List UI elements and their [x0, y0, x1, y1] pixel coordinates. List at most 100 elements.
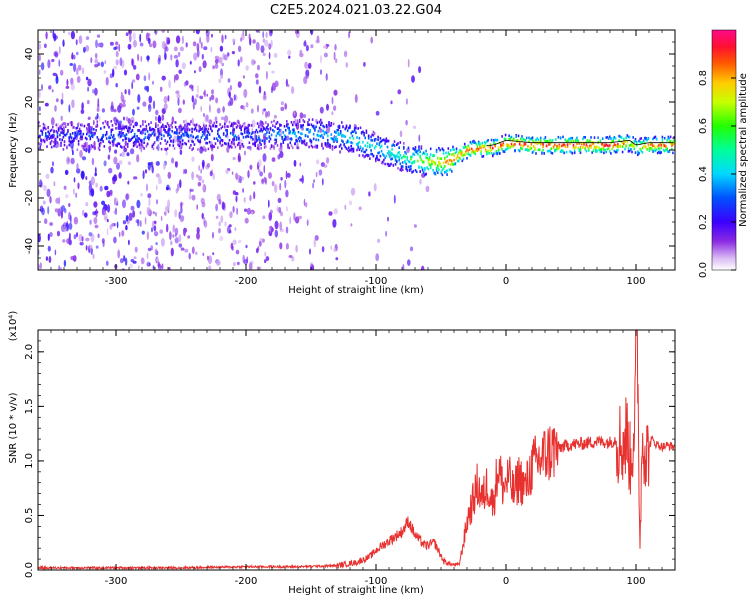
spectrogram-ridge-cell: [80, 135, 82, 138]
spectrogram-ridge-cell: [312, 137, 315, 141]
spectrogram-noise-cell: [182, 169, 185, 175]
spectrogram-ridge-cell: [555, 138, 557, 141]
spectrogram-ridge-cell: [89, 136, 92, 139]
spectrogram-ridge-cell: [548, 143, 550, 146]
spectrogram-ridge-cell: [298, 120, 301, 123]
spectrogram-ridge-cell: [405, 167, 407, 171]
spectrogram-ridge-cell: [389, 164, 391, 167]
spectrogram-noise-cell: [144, 216, 147, 225]
spectrogram-ridge-cell: [620, 140, 623, 144]
spectrogram-ridge-cell: [401, 161, 404, 164]
spectrogram-ridge-cell: [153, 133, 156, 136]
spectrogram-ridge-cell: [192, 140, 194, 144]
spectrogram-ridge-cell: [644, 136, 646, 140]
spectrogram-ridge-cell: [165, 148, 168, 152]
spectrogram-ridge-cell: [530, 142, 533, 146]
spectrogram-noise-cell: [216, 107, 221, 114]
spectrogram-ridge-cell: [425, 156, 427, 159]
spectrogram-ridge-cell: [256, 130, 259, 134]
spectrogram-noise-cell: [38, 90, 41, 99]
spectrogram-ridge-cell: [302, 140, 304, 144]
spectrogram-noise-cell: [411, 75, 415, 83]
spectrogram-ridge-cell: [200, 146, 203, 150]
spectrogram-ridge-cell: [634, 139, 637, 143]
spectrogram-noise-cell: [279, 242, 283, 250]
spectrogram-ridge-cell: [472, 140, 474, 143]
spectrogram-noise-cell: [209, 96, 212, 102]
spectrogram-noise-cell: [139, 33, 142, 43]
spectrogram-ridge-cell: [183, 126, 185, 130]
spectrogram-noise-cell: [312, 182, 314, 189]
spectrogram-ridge-cell: [73, 126, 75, 129]
spectrogram-ridge-cell: [39, 134, 41, 138]
spectrogram-ridge-cell: [111, 128, 114, 131]
spectrogram-ridge-cell: [304, 134, 307, 138]
y-tick-label: -20: [24, 190, 35, 206]
spectrogram-noise-cell: [73, 234, 77, 240]
spectrogram-ridge-cell: [329, 146, 331, 149]
spectrogram-ridge-cell: [66, 146, 68, 150]
spectrogram-ridge-cell: [383, 138, 385, 142]
spectrogram-noise-cell: [116, 162, 120, 170]
spectrogram-noise-cell: [80, 170, 85, 179]
spectrogram-ridge-cell: [199, 125, 202, 129]
spectrogram-ridge-cell: [367, 136, 370, 140]
spectrogram-noise-cell: [79, 150, 83, 158]
spectrogram-ridge-cell: [357, 127, 359, 130]
spectrogram-ridge-cell: [199, 140, 202, 144]
spectrogram-noise-cell: [93, 201, 98, 208]
spectrogram-ridge-cell: [311, 145, 314, 149]
spectrogram-ridge-cell: [130, 130, 132, 134]
spectrogram-noise-cell: [92, 211, 97, 216]
spectrogram-noise-cell: [58, 196, 61, 205]
spectrogram-ridge-cell: [166, 122, 169, 125]
spectrogram-ridge-cell: [373, 146, 376, 150]
spectrogram-ridge-cell: [296, 119, 299, 123]
spectrogram-ridge-cell: [427, 158, 430, 162]
spectrogram-ridge-cell: [366, 145, 369, 148]
spectrogram-ridge-cell: [80, 130, 82, 133]
spectrogram-ridge-cell: [45, 127, 47, 131]
spectrogram-ridge-cell: [300, 125, 302, 129]
spectrogram-ridge-cell: [421, 167, 424, 170]
spectrogram-ridge-cell: [312, 132, 315, 136]
spectrogram-ridge-cell: [639, 140, 641, 144]
spectrogram-ridge-cell: [242, 122, 245, 126]
spectrogram-ridge-cell: [572, 139, 575, 143]
spectrogram-ridge-cell: [78, 129, 81, 133]
spectrogram-ridge-cell: [569, 142, 571, 146]
spectrogram-noise-cell: [253, 181, 256, 185]
spectrogram-ridge-cell: [283, 125, 286, 128]
spectrogram-noise-cell: [335, 58, 338, 64]
spectrogram-ridge-cell: [590, 146, 592, 149]
spectrogram-noise-cell: [232, 205, 235, 213]
spectrogram-ridge-cell: [429, 164, 432, 167]
spectrogram-noise-cell: [218, 56, 223, 64]
spectrogram-ridge-cell: [424, 167, 426, 170]
spectrogram-ridge-cell: [307, 128, 309, 131]
spectrogram-noise-cell: [220, 68, 223, 77]
spectrogram-ridge-cell: [297, 130, 300, 134]
spectrogram-ridge-cell: [569, 150, 571, 153]
spectrogram-ridge-cell: [630, 143, 632, 147]
spectrogram-ridge-cell: [232, 133, 234, 136]
spectrogram-noise-cell: [206, 162, 211, 168]
spectrogram-ridge-cell: [272, 145, 274, 148]
spectrogram-noise-cell: [261, 238, 265, 243]
spectrogram-ridge-cell: [282, 139, 285, 143]
spectrogram-noise-cell: [140, 257, 145, 265]
spectrogram-ridge-cell: [613, 136, 616, 139]
spectrogram-ridge-cell: [668, 150, 671, 153]
spectrogram-noise-cell: [115, 119, 119, 124]
spectrogram-ridge-cell: [635, 142, 638, 145]
spectrogram-ridge-cell: [64, 125, 67, 128]
spectrogram-noise-cell: [215, 97, 219, 104]
spectrogram-ridge-cell: [633, 144, 636, 148]
spectrogram-ridge-cell: [77, 143, 80, 146]
spectrogram-noise-cell: [141, 230, 145, 235]
spectrogram-ridge-cell: [260, 147, 262, 150]
spectrogram-noise-cell: [166, 223, 169, 233]
spectrogram-ridge-cell: [133, 135, 136, 138]
spectrogram-ridge-cell: [585, 140, 588, 144]
spectrogram-ridge-cell: [405, 162, 407, 166]
